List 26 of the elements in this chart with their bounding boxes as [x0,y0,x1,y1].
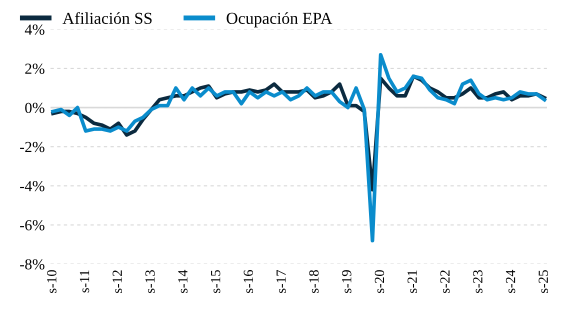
x-tick-label: s-14 [178,270,188,293]
y-tick-label: 4% [24,24,44,35]
x-tick-label: s-18 [309,270,319,293]
y-tick-label: -2% [20,142,44,152]
x-tick-label: s-10 [47,270,56,293]
y-tick-label: -8% [20,259,44,270]
x-tick-label: s-23 [473,270,482,293]
y-tick-label: -6% [20,220,44,230]
x-tick-label: s-24 [506,270,516,293]
x-tick-label: s-25 [538,270,548,293]
x-tick-label: s-20 [374,270,384,293]
y-tick-label: 0% [25,102,44,114]
legend-label: Afiliación SS [62,12,152,24]
x-tick-label: s-16 [244,270,254,293]
x-tick-label: s-15 [210,270,220,293]
x-tick-label: s-11 [80,270,90,292]
line-series [51,52,546,242]
legend-label: Ocupación EPA [226,12,332,28]
y-tick-label: 2% [25,64,44,74]
x-tick-label: s-22 [440,270,450,293]
x-tick-label: s-19 [342,270,352,293]
x-tick-label: s-13 [145,270,155,293]
x-tick-label: s-12 [112,270,122,293]
x-tick-label: s-21 [408,270,417,293]
y-tick-label: -4% [20,180,44,192]
x-tick-label: s-17 [276,270,286,293]
